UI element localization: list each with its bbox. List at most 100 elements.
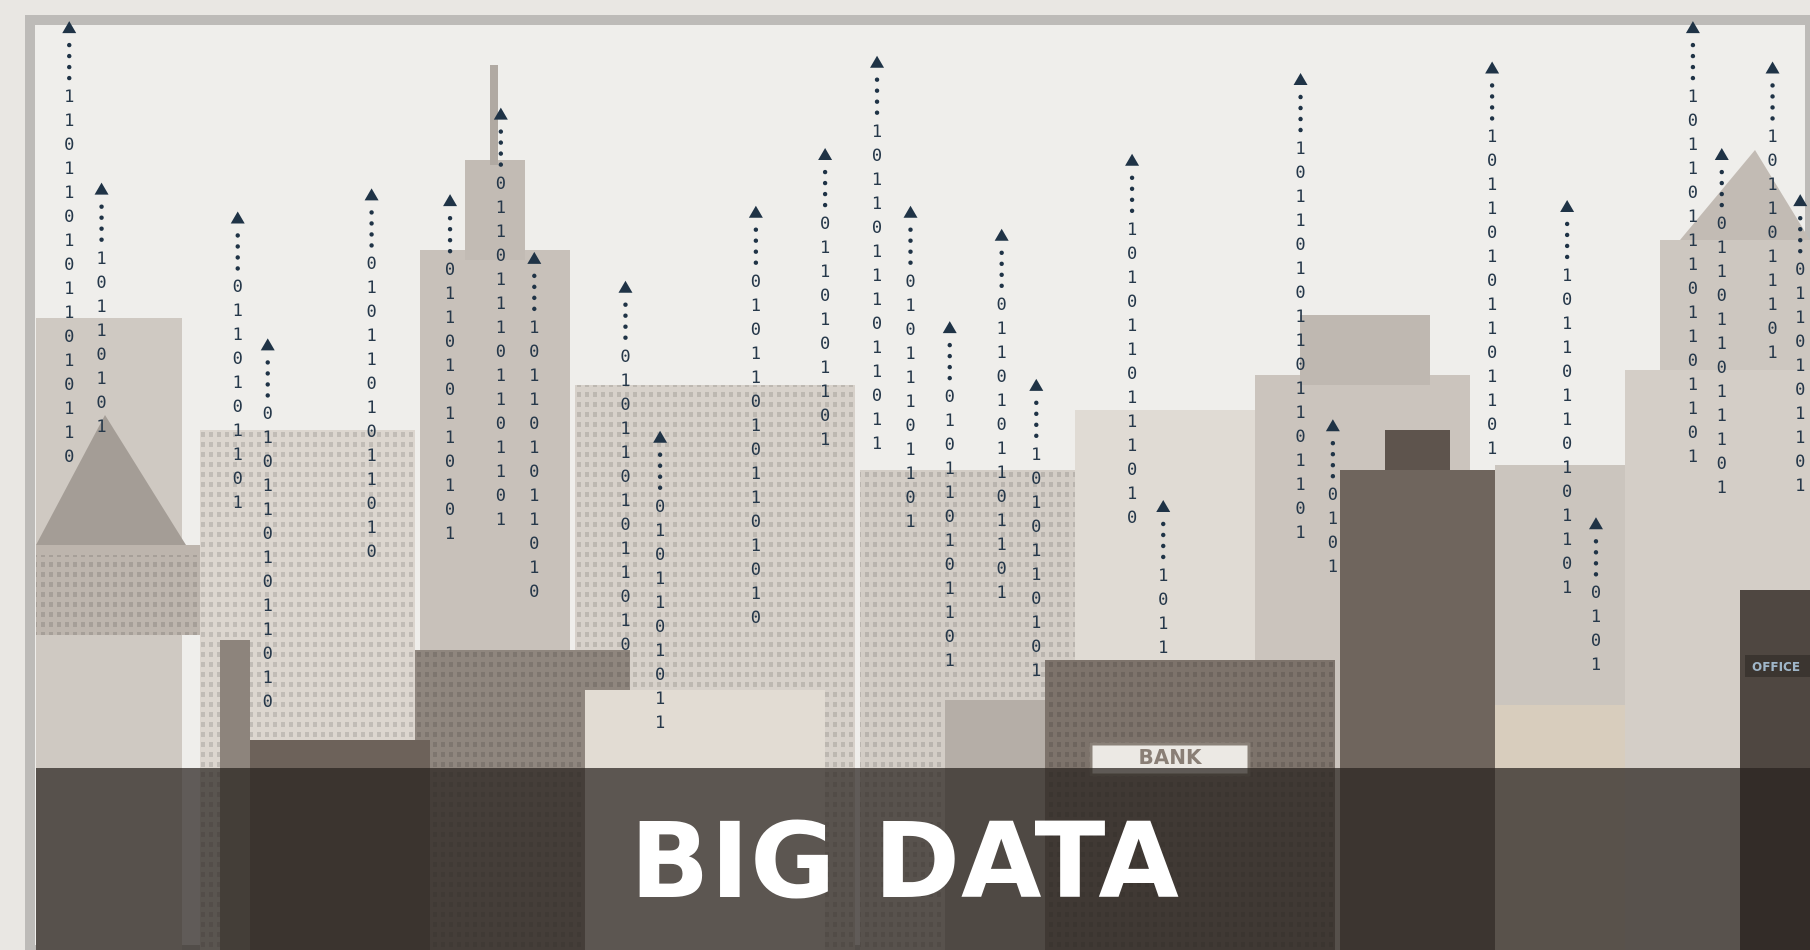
dot <box>999 251 1003 255</box>
dot <box>1298 106 1302 110</box>
binary-stream: 010110101101010 <box>747 272 764 632</box>
dot <box>1161 522 1165 526</box>
binary-stream: 0101101011010 <box>616 347 633 659</box>
dot <box>1130 176 1134 180</box>
dot <box>1565 255 1569 259</box>
dot <box>67 54 71 58</box>
dot <box>1594 550 1598 554</box>
dot <box>499 129 503 133</box>
binary-stream: 011010110101 <box>441 260 458 548</box>
binary-stream: 10110101101101101 <box>1292 139 1309 547</box>
dot <box>99 226 103 230</box>
dot <box>1331 452 1335 456</box>
dot <box>1798 249 1802 253</box>
dot <box>236 233 240 237</box>
dot <box>1490 105 1494 109</box>
binary-stream: 1011 <box>1154 566 1171 662</box>
binary-stream: 1011011101 <box>1764 127 1781 367</box>
dot <box>1130 187 1134 191</box>
dot <box>823 203 827 207</box>
dot <box>369 232 373 236</box>
dot <box>1331 463 1335 467</box>
dot <box>1798 227 1802 231</box>
dot <box>1298 117 1302 121</box>
binary-stream: 0110101101 <box>816 214 833 454</box>
dot <box>266 360 270 364</box>
binary-stream: 1010110111010 <box>1123 220 1140 532</box>
dot <box>754 250 758 254</box>
dot <box>1770 116 1774 120</box>
dot <box>99 204 103 208</box>
dot <box>1594 561 1598 565</box>
dot <box>999 284 1003 288</box>
dot <box>908 228 912 232</box>
dot <box>532 285 536 289</box>
dot <box>369 210 373 214</box>
dot <box>236 266 240 270</box>
dot <box>754 261 758 265</box>
dot <box>236 244 240 248</box>
dot <box>1594 572 1598 576</box>
dot <box>1034 423 1038 427</box>
dot <box>1720 170 1724 174</box>
dot <box>266 393 270 397</box>
binary-stream: 010110101101 <box>941 387 958 675</box>
dot <box>1798 216 1802 220</box>
binary-stream: 0101101011010 <box>259 404 276 716</box>
binary-stream: 1010110101 <box>1027 445 1044 685</box>
dot <box>1691 43 1695 47</box>
binary-stream: 011011011101 <box>1713 214 1730 502</box>
dot <box>499 151 503 155</box>
dot <box>1565 222 1569 226</box>
dot <box>1565 233 1569 237</box>
dot <box>823 181 827 185</box>
illustration: BANK OFFICE 1101101011010110101101010110… <box>0 0 1810 950</box>
dot <box>658 475 662 479</box>
dot <box>658 453 662 457</box>
dot <box>754 228 758 232</box>
dot <box>499 140 503 144</box>
dot <box>1331 441 1335 445</box>
binary-stream: 10110111011011 <box>868 122 885 458</box>
dot <box>448 227 452 231</box>
dot <box>875 100 879 104</box>
dot <box>1770 94 1774 98</box>
binary-stream: 0101 <box>1587 583 1604 679</box>
binary-stream: 0101101011 <box>651 497 668 737</box>
dot <box>1161 533 1165 537</box>
dot <box>236 255 240 259</box>
dot <box>1161 544 1165 548</box>
dot <box>67 76 71 80</box>
dot <box>369 243 373 247</box>
dot <box>875 89 879 93</box>
dot <box>623 314 627 318</box>
binary-stream: 0101 <box>1324 485 1341 581</box>
dot <box>1720 203 1724 207</box>
dot <box>1034 401 1038 405</box>
dot <box>999 273 1003 277</box>
dot <box>532 274 536 278</box>
dot <box>1490 116 1494 120</box>
dot <box>658 464 662 468</box>
dot <box>67 65 71 69</box>
dot <box>1565 244 1569 248</box>
binary-stream: 101101011010 <box>525 318 542 606</box>
dot <box>948 354 952 358</box>
dot <box>1130 198 1134 202</box>
dot <box>532 307 536 311</box>
dot <box>499 162 503 166</box>
binary-stream: 0110101101101 <box>993 295 1010 607</box>
dot <box>908 261 912 265</box>
title: BIG DATA <box>0 800 1810 922</box>
dot <box>1720 192 1724 196</box>
dot <box>1298 128 1302 132</box>
dot <box>67 43 71 47</box>
dot <box>99 237 103 241</box>
office-label: OFFICE <box>1752 660 1800 674</box>
dot <box>448 216 452 220</box>
dot <box>448 249 452 253</box>
dot <box>1130 209 1134 213</box>
binary-stream: 0110101101 <box>1791 260 1808 500</box>
dot <box>1034 434 1038 438</box>
binary-stream: 10110101101101 <box>1483 127 1500 463</box>
